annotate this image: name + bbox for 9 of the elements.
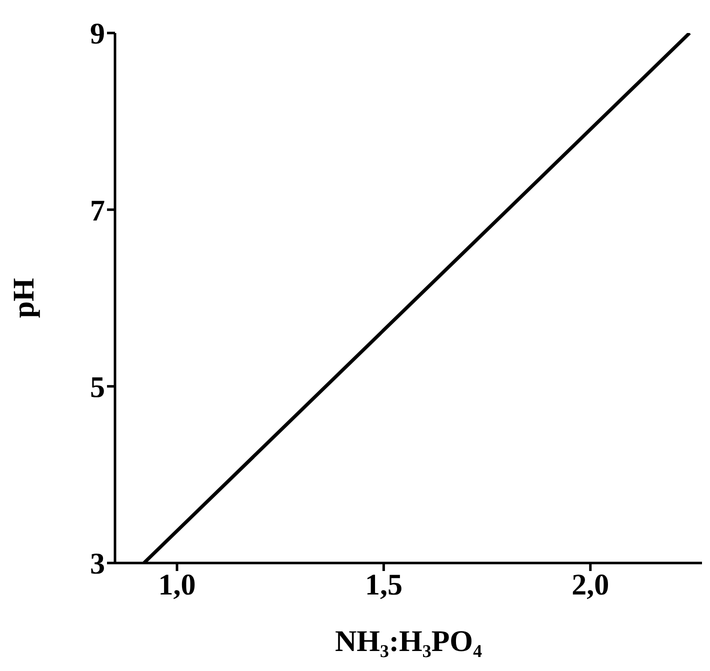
x-tick-label: 1,0 xyxy=(158,568,196,602)
y-tick-label: 3 xyxy=(90,548,105,581)
y-tick-label: 5 xyxy=(90,370,105,404)
y-tick-label: 7 xyxy=(90,194,105,228)
x-tick-label: 1,5 xyxy=(364,568,402,602)
y-tick-label: 9 xyxy=(90,18,105,51)
x-tick-label: 2,0 xyxy=(572,568,610,602)
y-axis-title: pH xyxy=(8,278,41,318)
x-axis-title: NH₃:H₃PO₄ xyxy=(335,625,482,658)
